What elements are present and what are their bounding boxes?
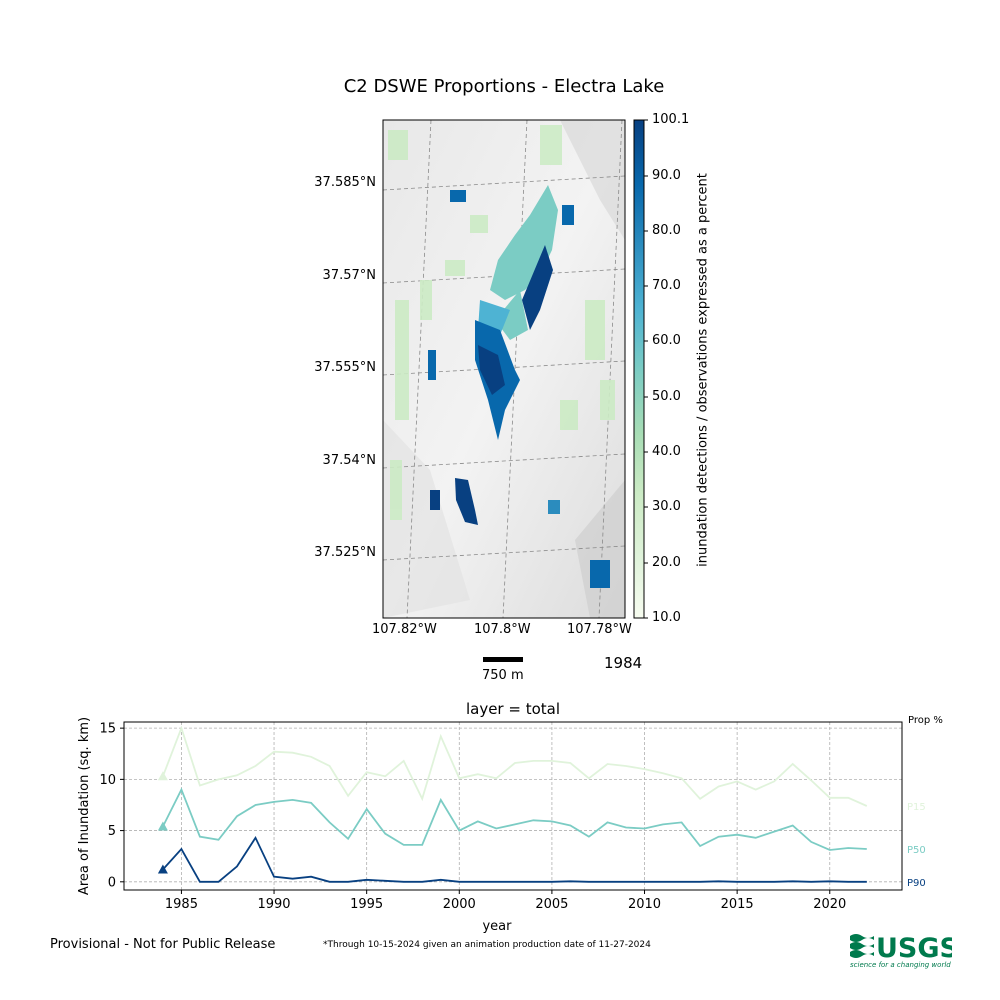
x-tick-label: 2000 <box>443 897 476 912</box>
date-note: *Through 10-15-2024 given an animation p… <box>323 940 651 950</box>
colorbar-tick: 20.0 <box>652 555 681 570</box>
timeseries-chart: 1985 1990 1995 2000 2005 2010 2015 2020 051015 … <box>77 715 943 934</box>
usgs-logo: USGS science for a changing world <box>850 933 952 969</box>
lat-label: 37.585°N <box>314 175 376 190</box>
x-tick-label: 2005 <box>535 897 568 912</box>
map-image <box>382 119 626 619</box>
plot-frame <box>123 721 903 891</box>
year-marker-p90 <box>157 864 168 874</box>
lat-label: 37.555°N <box>314 360 376 375</box>
provisional-note: Provisional - Not for Public Release <box>50 937 276 952</box>
x-tick-label: 2015 <box>721 897 754 912</box>
legend-label-p15: P15 <box>907 802 926 813</box>
x-tick-label: 1985 <box>165 897 198 912</box>
lon-label: 107.78°W <box>567 622 632 637</box>
colorbar-tick: 60.0 <box>652 333 681 348</box>
colorbar-label: inundation detections / observations exp… <box>695 173 711 567</box>
scale-bar-label: 750 m <box>482 668 524 683</box>
svg-text:USGS: USGS <box>876 933 952 964</box>
year-label: 1984 <box>604 654 643 672</box>
lon-label: 107.82°W <box>372 622 437 637</box>
colorbar-tick: 30.0 <box>652 499 681 514</box>
colorbar-tick: 50.0 <box>652 389 681 404</box>
year-marker-p15 <box>157 771 168 781</box>
x-axis-label: year <box>482 919 512 934</box>
colorbar-tick: 40.0 <box>652 444 681 459</box>
y-tick-label: 5 <box>108 824 116 839</box>
lat-label: 37.54°N <box>322 453 376 468</box>
legend-label-p90: P90 <box>907 878 926 889</box>
colorbar-tick: 10.0 <box>652 610 681 625</box>
x-tick-label: 1995 <box>350 897 383 912</box>
x-tick-label: 2020 <box>813 897 846 912</box>
lat-label: 37.525°N <box>314 545 376 560</box>
subplot-title: layer = total <box>465 700 561 718</box>
chart-title: C2 DSWE Proportions - Electra Lake <box>343 76 665 97</box>
lake-shape <box>428 185 610 588</box>
y-tick-label: 10 <box>99 773 116 788</box>
series-line-p15 <box>162 725 868 807</box>
svg-text:science for a changing world: science for a changing world <box>850 961 951 969</box>
y-tick-label: 15 <box>99 722 116 737</box>
series-line-p90 <box>162 835 867 883</box>
colorbar <box>633 119 648 619</box>
lon-label: 107.8°W <box>474 622 531 637</box>
series-line-p50 <box>162 787 867 851</box>
y-tick-label: 0 <box>108 875 116 890</box>
legend-title: Prop % <box>908 715 943 726</box>
grid <box>124 722 902 890</box>
colorbar-tick: 100.1 <box>652 112 690 127</box>
colorbar-tick: 90.0 <box>652 168 681 183</box>
x-tick-label: 1990 <box>257 897 290 912</box>
colorbar-tick: 80.0 <box>652 223 681 238</box>
year-marker-p50 <box>157 821 168 831</box>
colorbar-tick: 70.0 <box>652 278 681 293</box>
lat-label: 37.57°N <box>322 268 376 283</box>
y-axis-label: Area of Inundation (sq. km) <box>77 717 92 895</box>
x-tick-label: 2010 <box>628 897 661 912</box>
scale-bar <box>483 657 523 662</box>
legend-label-p50: P50 <box>907 845 926 856</box>
map-panel <box>382 119 648 662</box>
